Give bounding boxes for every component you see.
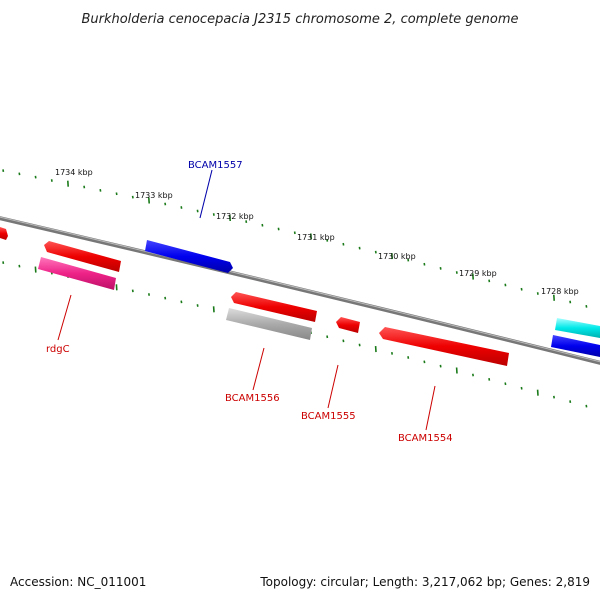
scale-label-1728: 1728 kbp <box>541 287 579 296</box>
gene-rdgC[interactable] <box>38 257 116 290</box>
gene-BCAM1556[interactable] <box>226 308 312 340</box>
genome-backbone-highlight <box>0 216 600 363</box>
scale-label-1731: 1731 kbp <box>297 233 335 242</box>
genome-summary-text: Topology: circular; Length: 3,217,062 bp… <box>259 575 590 589</box>
gene-red-upper-left[interactable] <box>44 241 121 272</box>
gene-label-BCAM1555[interactable]: BCAM1555 <box>301 411 356 422</box>
gene-label-rdgC[interactable]: rdgC <box>46 344 70 355</box>
scale-label-1730: 1730 kbp <box>378 252 416 261</box>
connector-BCAM1556 <box>252 347 265 391</box>
outer-scale-ring <box>2 169 588 308</box>
genome-backbone <box>0 216 600 365</box>
gene-red-middle[interactable] <box>231 292 317 322</box>
accession-text: Accession: NC_011001 <box>10 575 146 589</box>
gene-BCAM1554[interactable] <box>379 327 509 366</box>
scale-label-1732: 1732 kbp <box>216 212 254 221</box>
connector-BCAM1557 <box>199 169 213 219</box>
gene-cyan-forward[interactable] <box>555 318 600 338</box>
gene-BCAM1555[interactable] <box>336 317 360 333</box>
connector-BCAM1554 <box>425 385 436 431</box>
scale-label-1733: 1733 kbp <box>135 191 173 200</box>
scale-label-1734: 1734 kbp <box>55 168 93 177</box>
gene-BCAM1557[interactable] <box>145 240 233 273</box>
gene-blue-right[interactable] <box>551 335 600 357</box>
connector-rdgC <box>57 294 72 341</box>
gene-label-BCAM1556[interactable]: BCAM1556 <box>225 393 280 404</box>
connector-BCAM1555 <box>327 364 339 409</box>
gene-label-BCAM1557[interactable]: BCAM1557 <box>188 160 243 171</box>
scale-label-1729: 1729 kbp <box>459 269 497 278</box>
gene-label-BCAM1554[interactable]: BCAM1554 <box>398 433 453 444</box>
map-title: Burkholderia cenocepacia J2315 chromosom… <box>81 12 518 27</box>
gene-red-left-edge[interactable] <box>0 227 8 240</box>
